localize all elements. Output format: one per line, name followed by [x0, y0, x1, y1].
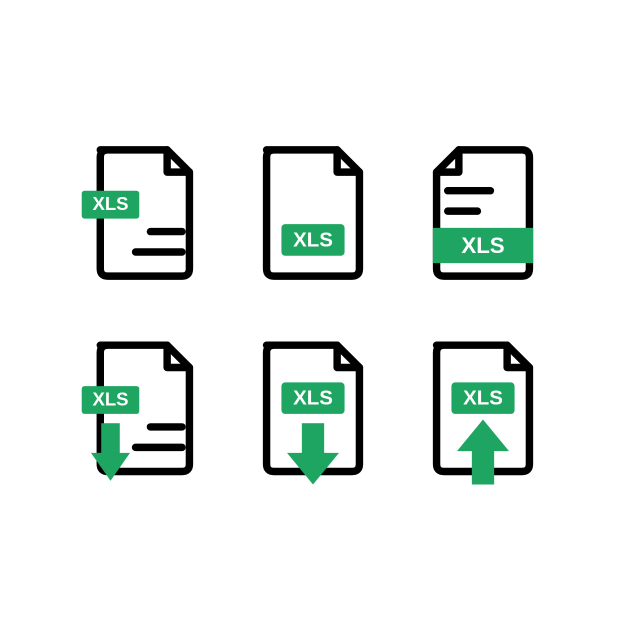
xls-file-download-side-icon: XLS	[68, 328, 218, 498]
xls-label: XLS	[92, 193, 128, 214]
xls-label: XLS	[463, 388, 503, 410]
xls-label: XLS	[293, 388, 333, 410]
icon-grid: XLS XLS XLS	[68, 128, 558, 498]
xls-file-badge-left-icon: XLS	[68, 128, 218, 298]
xls-label: XLS	[293, 229, 333, 251]
xls-file-download-center-icon: XLS	[238, 328, 388, 498]
arrow-down-icon	[287, 423, 339, 484]
xls-file-badge-band-icon: XLS	[408, 128, 558, 298]
xls-label: XLS	[92, 389, 128, 410]
xls-label: XLS	[461, 233, 504, 258]
xls-file-upload-center-icon: XLS	[408, 328, 558, 498]
xls-file-badge-center-icon: XLS	[238, 128, 388, 298]
